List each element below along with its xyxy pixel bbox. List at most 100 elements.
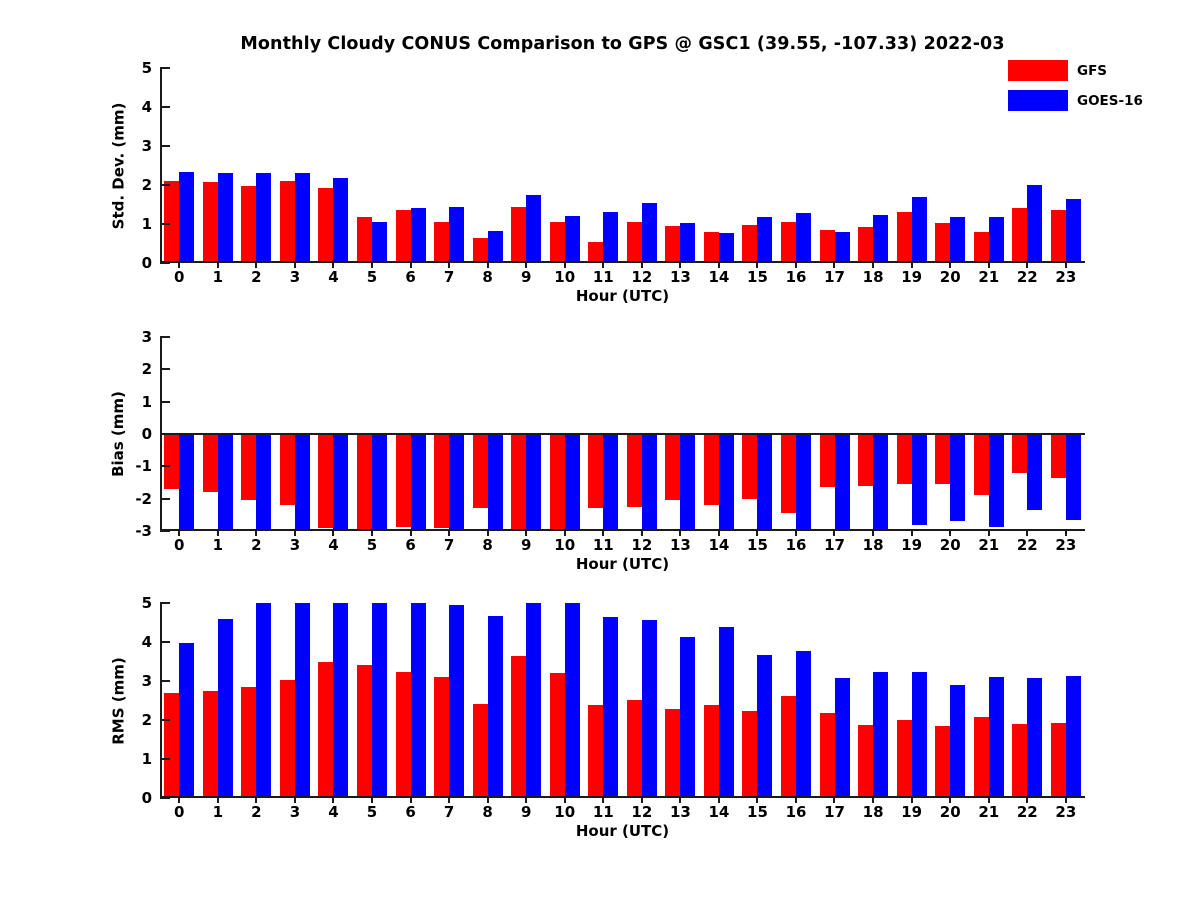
bar-gfs-h9 bbox=[511, 206, 527, 263]
bar-goes16-h12 bbox=[641, 620, 657, 798]
bar-goes16-h13 bbox=[680, 636, 696, 798]
hour-group-23 bbox=[1047, 337, 1086, 531]
bar-goes16-h4 bbox=[333, 178, 349, 263]
x-tick-label: 1 bbox=[212, 803, 224, 821]
y-tick bbox=[160, 497, 170, 500]
bar-gfs-h16 bbox=[781, 434, 797, 514]
hour-group-3 bbox=[276, 337, 315, 531]
hour-group-4 bbox=[314, 603, 353, 798]
x-tick bbox=[833, 531, 836, 536]
x-tick-label: 7 bbox=[443, 536, 455, 554]
x-tick bbox=[332, 263, 335, 268]
plot-area-bias bbox=[160, 336, 1086, 532]
x-tick-label: 10 bbox=[554, 803, 576, 821]
x-tick bbox=[525, 263, 528, 268]
bar-goes16-h1 bbox=[217, 173, 233, 263]
y-tick bbox=[160, 262, 170, 264]
bar-goes16-h8 bbox=[487, 434, 503, 531]
x-tick bbox=[486, 263, 489, 268]
bar-gfs-h7 bbox=[434, 434, 450, 529]
bar-goes16-h21 bbox=[988, 677, 1004, 798]
hour-group-1 bbox=[199, 337, 238, 531]
hour-group-3 bbox=[276, 68, 315, 263]
hour-group-14 bbox=[700, 68, 739, 263]
bar-gfs-h8 bbox=[472, 434, 488, 508]
figure-title: Monthly Cloudy CONUS Comparison to GPS @… bbox=[240, 34, 1005, 54]
hour-group-17 bbox=[815, 603, 854, 798]
bar-gfs-h6 bbox=[395, 672, 411, 798]
y-tick bbox=[160, 400, 170, 403]
bar-goes16-h6 bbox=[410, 207, 426, 263]
x-tick-label: 12 bbox=[631, 536, 653, 554]
y-tick-label: 3 bbox=[141, 137, 152, 155]
hour-group-22 bbox=[1008, 68, 1047, 263]
bar-gfs-h10 bbox=[549, 673, 565, 798]
x-tick bbox=[910, 263, 913, 268]
x-tick-label: 11 bbox=[592, 803, 614, 821]
y-tick bbox=[160, 602, 170, 604]
bar-gfs-h3 bbox=[279, 181, 295, 263]
bar-gfs-h18 bbox=[858, 227, 874, 263]
x-tick bbox=[448, 531, 451, 536]
x-tick-label: 8 bbox=[482, 803, 493, 821]
bar-gfs-h3 bbox=[279, 434, 295, 505]
bar-gfs-h22 bbox=[1012, 434, 1028, 473]
x-tick bbox=[679, 263, 682, 268]
bar-goes16-h14 bbox=[718, 233, 734, 263]
hour-group-7 bbox=[430, 603, 469, 798]
goes16-color-swatch bbox=[1008, 90, 1068, 111]
x-tick-label: 23 bbox=[1055, 803, 1077, 821]
bar-goes16-h19 bbox=[911, 671, 927, 798]
hour-group-6 bbox=[391, 68, 430, 263]
x-tick-label: 17 bbox=[824, 268, 845, 286]
x-tick bbox=[717, 263, 720, 268]
x-tick-label: 6 bbox=[405, 536, 416, 554]
x-tick-label: 7 bbox=[443, 803, 455, 821]
y-tick bbox=[160, 106, 170, 108]
hour-group-8 bbox=[468, 337, 507, 531]
bar-gfs-h21 bbox=[973, 232, 989, 263]
bar-gfs-h5 bbox=[357, 434, 372, 530]
x-tick-label: 11 bbox=[592, 268, 614, 286]
x-tick-label: 8 bbox=[482, 536, 493, 554]
bar-gfs-h1 bbox=[202, 434, 218, 493]
x-tick bbox=[640, 798, 643, 803]
x-tick-labels-rms: 0 1 2 3 4 5 6 7 8 9 10 11 12 13 14 15 16 17 18 19 20 21 22 23 bbox=[160, 804, 1085, 820]
y-tick bbox=[160, 530, 170, 532]
x-tick-label: 5 bbox=[366, 536, 378, 554]
hour-group-17 bbox=[815, 337, 854, 531]
x-axis-spine bbox=[160, 796, 1085, 798]
x-tick-label: 9 bbox=[520, 536, 532, 554]
hour-group-21 bbox=[969, 68, 1008, 263]
x-axis-label-rms: Hour (UTC) bbox=[575, 822, 670, 840]
hour-group-6 bbox=[391, 337, 430, 531]
x-tick bbox=[717, 531, 720, 536]
gfs-legend-label: GFS bbox=[1077, 62, 1108, 79]
x-tick-label: 14 bbox=[708, 268, 730, 286]
bar-gfs-h8 bbox=[472, 238, 488, 263]
y-tick bbox=[160, 641, 170, 643]
y-tick-label: 5 bbox=[141, 59, 152, 77]
bar-goes16-h5 bbox=[372, 221, 387, 263]
x-tick bbox=[987, 531, 990, 536]
bar-gfs-h13 bbox=[665, 709, 681, 798]
x-tick bbox=[409, 263, 412, 268]
hour-group-14 bbox=[700, 603, 739, 798]
x-tick bbox=[448, 798, 451, 803]
bar-gfs-h11 bbox=[588, 434, 604, 508]
bar-goes16-h23 bbox=[1065, 675, 1081, 798]
x-tick-label: 2 bbox=[251, 536, 262, 554]
bar-goes16-h7 bbox=[449, 434, 465, 531]
x-tick bbox=[872, 798, 875, 803]
legend: GFS GOES-16 bbox=[1008, 60, 1143, 111]
hour-group-12 bbox=[623, 337, 662, 531]
plot-area-rms bbox=[160, 602, 1085, 799]
legend-item-goes16: GOES-16 bbox=[1008, 90, 1143, 111]
bar-gfs-h7 bbox=[434, 222, 450, 263]
bar-goes16-h20 bbox=[950, 434, 966, 522]
x-tick-label: 0 bbox=[174, 803, 185, 821]
hour-group-18 bbox=[854, 337, 893, 531]
bar-goes16-h11 bbox=[603, 211, 619, 263]
bar-goes16-h20 bbox=[950, 684, 966, 798]
bar-gfs-h23 bbox=[1050, 209, 1066, 263]
